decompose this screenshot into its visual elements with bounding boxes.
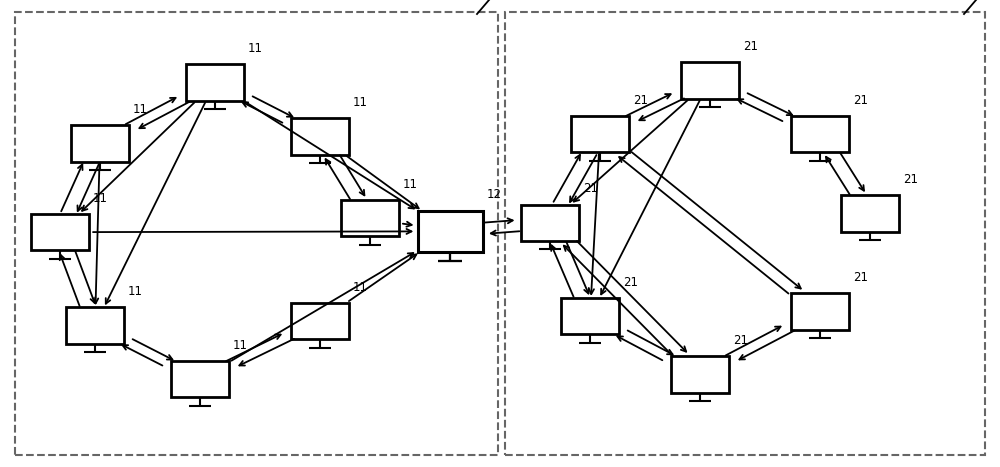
- Bar: [791, 293, 849, 330]
- Bar: [31, 214, 89, 250]
- Text: 21: 21: [633, 94, 648, 106]
- Bar: [791, 116, 849, 152]
- Text: 21: 21: [853, 271, 868, 284]
- Text: 12: 12: [487, 188, 502, 201]
- Bar: [571, 116, 629, 152]
- Text: 21: 21: [743, 40, 758, 53]
- Bar: [521, 205, 579, 241]
- Text: 11: 11: [403, 178, 418, 191]
- Text: 21: 21: [623, 276, 638, 289]
- Text: 11: 11: [93, 192, 108, 205]
- Text: 11: 11: [248, 42, 263, 55]
- Text: 11: 11: [133, 103, 148, 116]
- Bar: [15, 12, 498, 455]
- Text: 21: 21: [903, 173, 918, 186]
- Text: 11: 11: [233, 339, 248, 352]
- Bar: [505, 12, 985, 455]
- Text: 21: 21: [853, 94, 868, 106]
- Text: 11: 11: [128, 285, 143, 298]
- Bar: [171, 361, 229, 397]
- Bar: [561, 298, 619, 334]
- Text: 21: 21: [583, 183, 598, 195]
- Text: 11: 11: [353, 96, 368, 109]
- Bar: [66, 307, 124, 344]
- Bar: [291, 303, 349, 339]
- Bar: [341, 200, 399, 236]
- Bar: [71, 125, 129, 162]
- Bar: [186, 64, 244, 101]
- Bar: [291, 118, 349, 155]
- Bar: [418, 211, 482, 252]
- Text: 11: 11: [353, 281, 368, 294]
- Bar: [841, 195, 899, 232]
- Text: 21: 21: [733, 334, 748, 347]
- Bar: [681, 62, 739, 99]
- Bar: [671, 356, 729, 393]
